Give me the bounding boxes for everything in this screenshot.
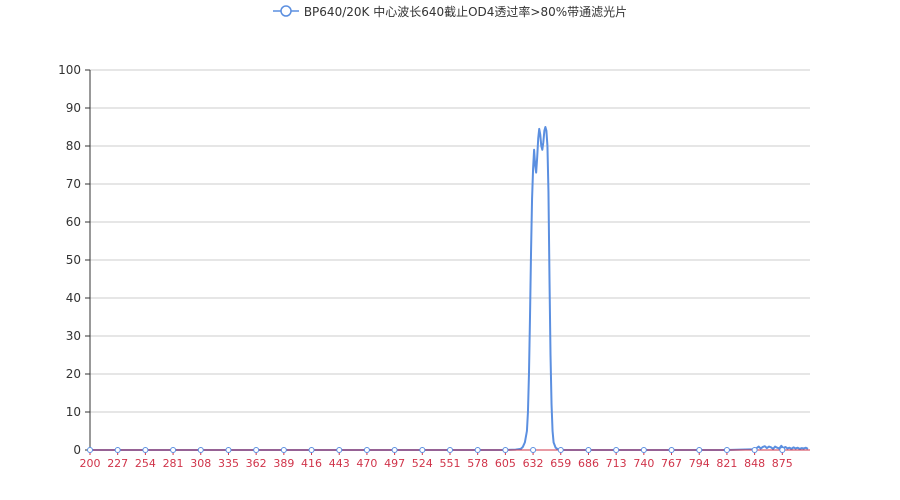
data-point-marker[interactable] [419,447,426,453]
data-point-marker[interactable] [530,447,537,453]
x-tick-label: 578 [467,457,488,470]
x-tick-label: 632 [523,457,544,470]
x-tick-label: 740 [633,457,654,470]
x-tick-label: 497 [384,457,405,470]
data-point-marker[interactable] [253,447,260,453]
data-point-marker[interactable] [723,447,730,453]
data-point-marker[interactable] [225,447,232,453]
data-point-marker[interactable] [391,447,398,453]
y-tick-label: 40 [66,291,81,305]
x-tick-label: 686 [578,457,599,470]
x-tick-label: 848 [744,457,765,470]
data-point-marker[interactable] [474,447,481,453]
data-point-marker[interactable] [87,447,93,453]
y-tick-label: 90 [66,101,81,115]
x-tick-label: 470 [356,457,377,470]
x-tick-label: 389 [273,457,294,470]
legend-line-icon [272,5,299,17]
data-point-marker[interactable] [170,447,177,453]
data-point-marker[interactable] [502,447,509,453]
data-point-marker[interactable] [640,447,647,453]
y-tick-label: 100 [58,63,81,77]
data-point-marker[interactable] [585,447,592,453]
x-tick-label: 308 [190,457,211,470]
y-tick-label: 80 [66,139,81,153]
data-point-marker[interactable] [613,447,620,453]
data-point-marker[interactable] [114,447,121,453]
y-tick-label: 30 [66,329,81,343]
x-tick-label: 443 [329,457,350,470]
series-line[interactable] [90,126,809,451]
data-point-marker[interactable] [363,447,370,453]
x-tick-label: 524 [412,457,433,470]
y-tick-label: 70 [66,177,81,191]
x-tick-label: 875 [772,457,793,470]
x-tick-label: 659 [550,457,571,470]
x-tick-label: 416 [301,457,322,470]
x-tick-label: 362 [246,457,267,470]
data-point-marker[interactable] [447,447,453,453]
x-tick-label: 551 [440,457,461,470]
x-tick-label: 227 [107,457,128,470]
data-point-marker[interactable] [142,447,149,453]
x-tick-label: 605 [495,457,516,470]
data-point-marker[interactable] [696,447,703,453]
data-point-marker[interactable] [280,447,287,453]
y-tick-label: 60 [66,215,81,229]
data-point-marker[interactable] [197,447,204,453]
y-tick-label: 20 [66,367,81,381]
data-point-marker[interactable] [668,447,675,453]
x-tick-label: 767 [661,457,682,470]
legend-label: BP640/20K 中心波长640截止OD4透过率>80%带通滤光片 [303,4,628,19]
x-tick-label: 281 [163,457,184,470]
x-tick-label: 794 [689,457,710,470]
data-point-marker[interactable] [779,447,786,453]
data-point-marker[interactable] [308,447,315,453]
data-point-marker[interactable] [336,447,343,453]
data-point-marker[interactable] [751,447,758,453]
legend[interactable]: BP640/20K 中心波长640截止OD4透过率>80%带通滤光片 [0,2,900,20]
x-tick-label: 713 [606,457,627,470]
y-tick-label: 0 [73,443,81,457]
y-tick-label: 50 [66,253,81,267]
x-tick-label: 821 [716,457,737,470]
x-tick-label: 335 [218,457,239,470]
x-tick-label: 254 [135,457,156,470]
data-point-marker[interactable] [557,447,564,453]
y-tick-label: 10 [66,405,81,419]
x-tick-label: 200 [80,457,101,470]
